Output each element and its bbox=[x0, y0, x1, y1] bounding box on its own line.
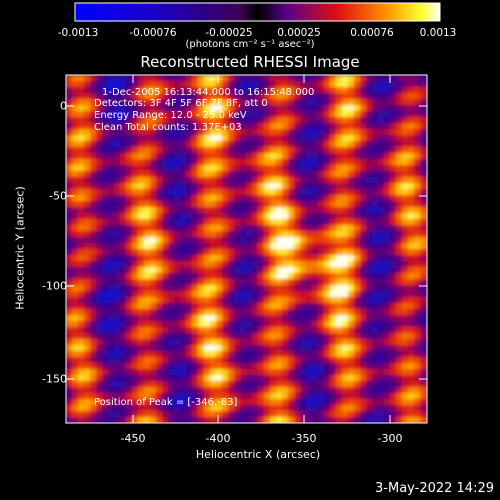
colorbar bbox=[74, 2, 441, 22]
y-tick-label: -50 bbox=[49, 189, 67, 203]
clean-counts-annotation: Clean Total counts: 1.37E+03 bbox=[94, 122, 242, 133]
solar-image-heatmap bbox=[66, 75, 427, 423]
y-tick-label: -150 bbox=[42, 372, 67, 386]
peak-position-annotation: Position of Peak = [-346,-83] bbox=[94, 397, 238, 408]
detectors-annotation: Detectors: 3F 4F 5F 6F 7F 8F, att 0 bbox=[94, 98, 268, 109]
y-tick-label: -100 bbox=[42, 279, 67, 293]
x-axis-ticks bbox=[132, 75, 391, 423]
time-range-annotation: 1-Dec-2005 16:13:44.000 to 16:15:48.000 bbox=[102, 87, 315, 98]
x-tick-label: -450 bbox=[120, 432, 146, 445]
x-tick-label: -400 bbox=[205, 432, 231, 445]
plot-frame bbox=[65, 74, 428, 424]
y-tick-label: 0 bbox=[60, 99, 67, 113]
colorbar-tick-label: 0.00025 bbox=[277, 27, 321, 39]
colorbar-unit-label: (photons cm⁻² s⁻¹ asec⁻²) bbox=[185, 39, 315, 50]
y-axis-ticks bbox=[66, 105, 427, 380]
x-tick-label: -300 bbox=[377, 432, 403, 445]
colorbar-tick-label: 0.0013 bbox=[419, 27, 457, 39]
plot-timestamp: 3-May-2022 14:29 bbox=[375, 481, 494, 496]
colorbar-tick-label: -0.0013 bbox=[57, 27, 99, 39]
colorbar-tick-label: -0.00076 bbox=[129, 27, 177, 39]
colorbar-tick-label: -0.00025 bbox=[205, 27, 253, 39]
x-tick-label: -350 bbox=[291, 432, 317, 445]
colorbar-tick-label: 0.00076 bbox=[350, 27, 394, 39]
plot-title: Reconstructed RHESSI Image bbox=[140, 53, 360, 71]
energy-range-annotation: Energy Range: 12.0 - 25.0 keV bbox=[94, 110, 247, 121]
y-axis-title: Heliocentric Y (arcsec) bbox=[13, 186, 27, 310]
x-axis-title: Heliocentric X (arcsec) bbox=[195, 448, 321, 461]
